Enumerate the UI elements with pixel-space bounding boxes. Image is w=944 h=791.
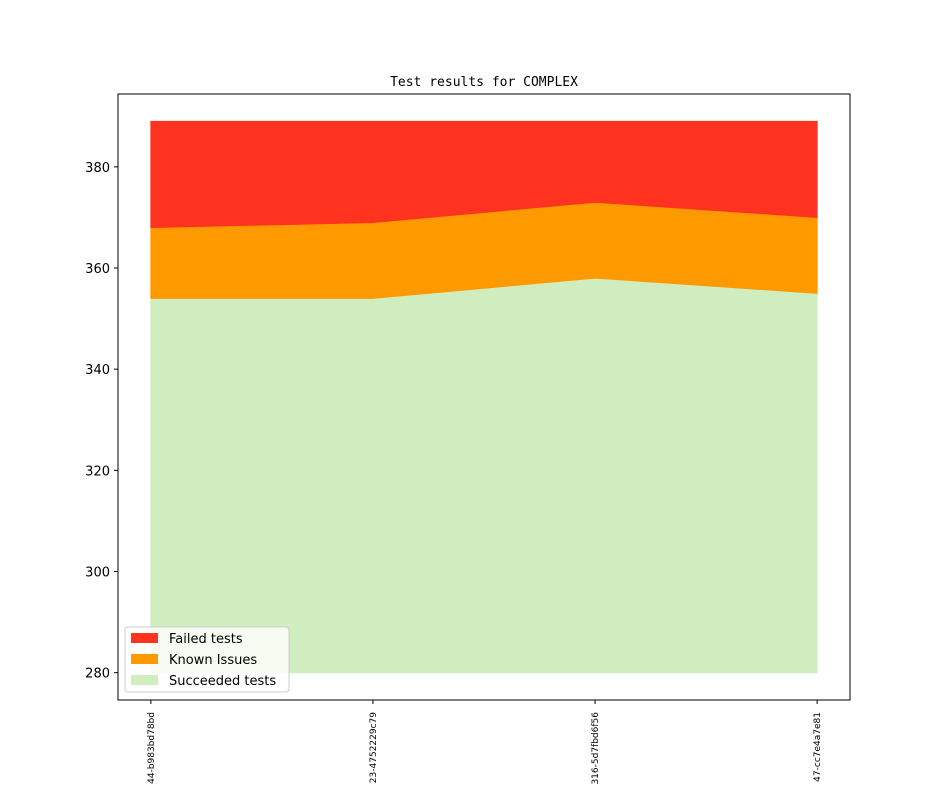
y-tick-label: 280 xyxy=(85,667,110,682)
y-tick-label: 320 xyxy=(85,464,110,479)
legend-label: Known Issues xyxy=(169,653,257,668)
legend: Failed tests Known Issues Succeeded tests xyxy=(124,626,290,693)
y-tick-label: 380 xyxy=(85,161,110,176)
legend-label: Succeeded tests xyxy=(169,674,276,689)
area xyxy=(150,277,818,674)
x-tick-label: 23-4752229c79 xyxy=(369,712,379,783)
chart-title: Test results for COMPLEX xyxy=(390,75,578,90)
y-tick-label: 300 xyxy=(85,566,110,581)
y-tick-label: 340 xyxy=(85,363,110,378)
x-tick-label: 44-b983bd78bd xyxy=(147,712,157,784)
legend-box xyxy=(124,626,290,693)
legend-swatch xyxy=(131,654,158,664)
area xyxy=(150,120,818,229)
legend-label: Failed tests xyxy=(169,632,243,647)
plot-area xyxy=(150,120,818,674)
legend-swatch xyxy=(131,675,158,685)
x-tick-label: 316-5d7fbd6f56 xyxy=(591,712,601,785)
y-tick-label: 360 xyxy=(85,262,110,277)
x-tick-label: 47-cc7e4a7e81 xyxy=(813,712,823,782)
axes-frame xyxy=(117,93,851,701)
legend-swatch xyxy=(131,633,158,643)
